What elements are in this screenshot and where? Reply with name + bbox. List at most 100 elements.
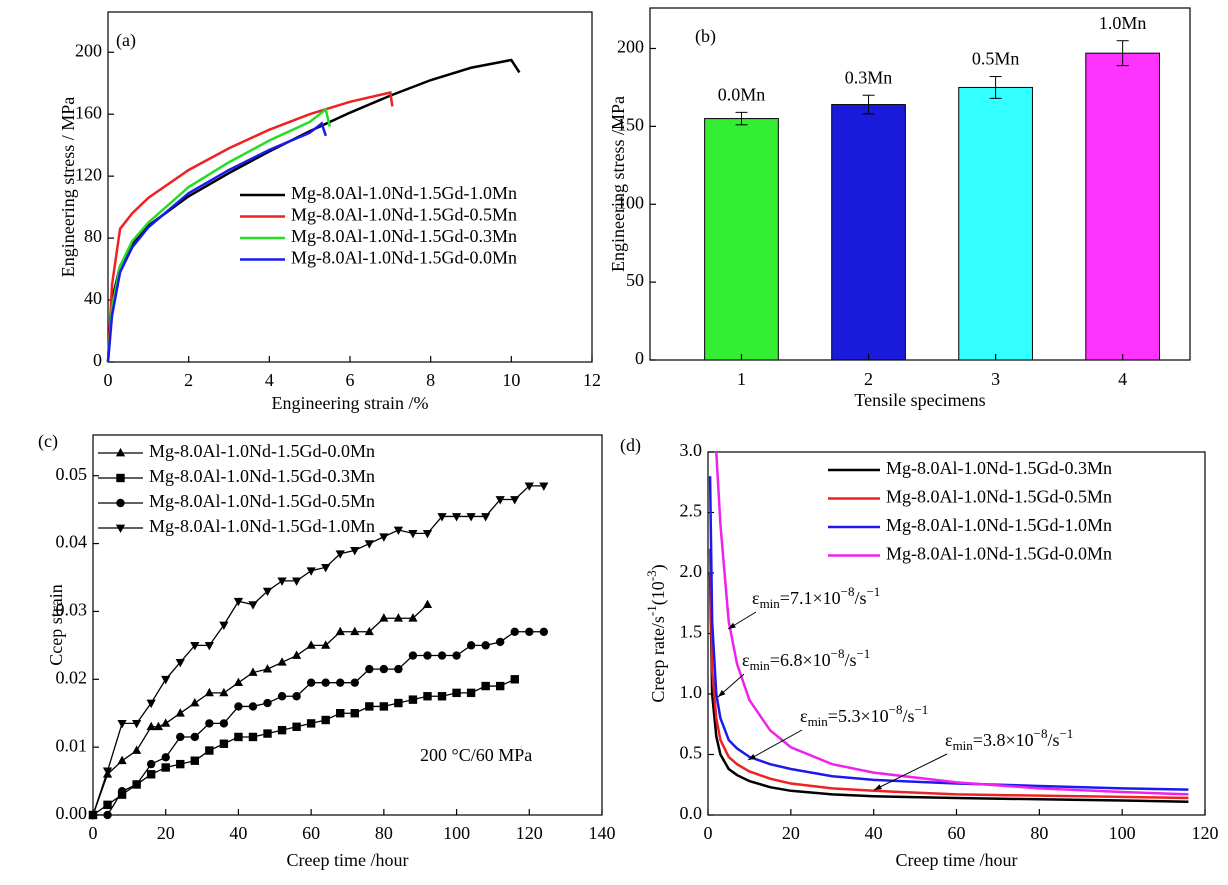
y-tick-label: 0.05 <box>56 464 88 484</box>
annotation-part: =3.8×10 <box>973 730 1034 750</box>
series-line <box>708 548 1189 800</box>
arrow-head <box>748 753 756 760</box>
marker <box>161 675 171 685</box>
marker <box>117 720 127 729</box>
x-tick-label: 80 <box>375 823 393 843</box>
marker <box>466 688 476 698</box>
marker <box>408 695 418 704</box>
bar-label: 0.5Mn <box>972 49 1020 69</box>
marker <box>176 732 185 742</box>
marker <box>466 513 476 522</box>
marker <box>350 709 359 718</box>
annotation-part: −1 <box>914 702 928 717</box>
bar-label: 0.0Mn <box>718 84 766 104</box>
marker <box>510 627 519 636</box>
y-axis-label: Engineering stress / MPa <box>58 97 78 277</box>
x-tick-label: 20 <box>782 823 800 843</box>
marker <box>291 650 302 659</box>
marker <box>248 601 258 610</box>
y-tick-label: 160 <box>75 102 102 122</box>
marker <box>379 533 389 542</box>
annotation: εmin=5.3×10−8/s−1 <box>800 702 928 729</box>
marker <box>132 720 142 729</box>
marker <box>263 729 272 738</box>
marker <box>321 715 330 725</box>
legend-label: Mg-8.0Al-1.0Nd-1.5Gd-0.0Mn <box>149 441 375 461</box>
error-bar <box>1116 40 1129 67</box>
annotation-part: =7.1×10 <box>780 588 841 608</box>
y-tick-label: 0.5 <box>680 743 703 763</box>
marker <box>161 763 170 772</box>
annotation-part: /s <box>844 650 856 670</box>
marker <box>495 496 505 505</box>
marker <box>292 692 301 701</box>
marker <box>408 651 418 660</box>
marker <box>219 719 229 728</box>
marker <box>262 587 273 597</box>
y-tick-label: 150 <box>617 114 644 134</box>
marker <box>451 513 462 522</box>
legend-label: Mg-8.0Al-1.0Nd-1.5Gd-0.3Mn <box>291 226 517 246</box>
series-line <box>708 572 1189 803</box>
marker <box>422 530 433 539</box>
marker <box>393 613 404 622</box>
marker <box>248 702 258 711</box>
y-tick-label: 80 <box>84 226 102 246</box>
marker <box>321 678 330 687</box>
series <box>88 482 549 821</box>
series-line <box>106 91 394 363</box>
annotation-part: −8 <box>831 646 845 661</box>
y-tick-label: 0.01 <box>56 735 88 755</box>
x-tick-label: 0 <box>104 370 113 390</box>
marker <box>408 530 418 539</box>
arrow-head <box>728 622 736 629</box>
marker <box>176 759 185 769</box>
x-tick-label: 20 <box>157 823 175 843</box>
marker <box>510 496 520 505</box>
y-tick-label: 40 <box>84 288 102 308</box>
x-tick-label: 2 <box>184 370 193 390</box>
x-tick-label: 3 <box>991 369 1000 389</box>
marker <box>219 687 229 697</box>
marker <box>364 540 374 549</box>
marker <box>291 577 302 586</box>
error-bar <box>989 76 1002 99</box>
legend-label: Mg-8.0Al-1.0Nd-1.5Gd-1.0Mn <box>886 515 1112 535</box>
annotation-part: =6.8×10 <box>770 650 831 670</box>
marker <box>204 687 214 697</box>
marker <box>393 526 404 536</box>
panel-label: (c) <box>38 431 58 452</box>
marker <box>423 651 432 660</box>
x-tick-label: 8 <box>426 370 435 390</box>
marker <box>379 702 389 711</box>
marker <box>277 692 287 701</box>
marker <box>248 667 258 676</box>
arrow-head <box>718 689 726 697</box>
error-bar <box>862 94 875 115</box>
x-tick-label: 2 <box>864 369 873 389</box>
annotation-part: ε <box>752 588 760 608</box>
bar <box>704 118 779 361</box>
marker <box>233 597 244 607</box>
marker <box>190 756 199 765</box>
marker <box>190 732 199 742</box>
marker <box>248 732 258 742</box>
marker <box>394 698 403 708</box>
marker <box>437 513 447 522</box>
series <box>88 599 433 819</box>
y-tick-label: 0 <box>635 348 644 368</box>
plot-frame <box>649 7 1191 361</box>
x-tick-label: 0 <box>704 823 713 843</box>
marker <box>190 697 200 707</box>
series <box>708 548 1189 800</box>
marker <box>205 746 214 755</box>
series-line <box>92 604 428 816</box>
series-line <box>93 631 544 816</box>
series-line <box>106 121 327 363</box>
marker <box>539 482 549 491</box>
y-axis-label: Ccep strain <box>46 584 66 665</box>
legend-label: Mg-8.0Al-1.0Nd-1.5Gd-0.3Mn <box>886 458 1112 478</box>
bar <box>831 104 906 361</box>
marker <box>234 732 243 742</box>
